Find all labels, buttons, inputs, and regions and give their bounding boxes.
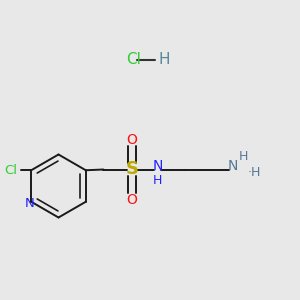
Text: O: O xyxy=(127,133,137,146)
Text: ·H: ·H xyxy=(248,166,261,179)
Text: S: S xyxy=(125,160,139,178)
Text: H: H xyxy=(159,52,170,68)
Text: N: N xyxy=(152,160,163,173)
Text: H: H xyxy=(153,174,162,188)
Text: H: H xyxy=(239,150,249,164)
Text: N: N xyxy=(227,160,238,173)
Text: N: N xyxy=(25,197,34,210)
Text: Cl: Cl xyxy=(126,52,141,68)
Text: Cl: Cl xyxy=(4,164,17,177)
Text: O: O xyxy=(127,193,137,206)
